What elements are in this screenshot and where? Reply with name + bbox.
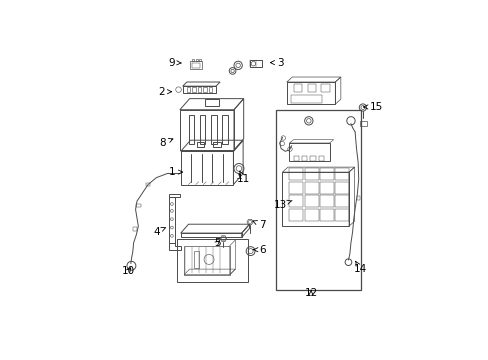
Bar [198,87,201,92]
Bar [168,197,175,243]
Bar [186,87,190,92]
Bar [293,84,302,92]
Bar [192,87,195,92]
Bar [319,182,333,194]
Bar [210,115,216,144]
Text: 15: 15 [363,102,382,112]
Bar [188,115,194,144]
Bar [304,208,318,221]
Bar [304,168,318,180]
Bar [301,156,307,161]
Bar [334,168,348,180]
Bar [193,251,199,268]
Bar [334,195,348,207]
Text: 13: 13 [273,199,291,210]
Bar [180,110,233,150]
Text: 3: 3 [270,58,283,68]
Text: 10: 10 [122,266,135,275]
Bar [222,115,227,144]
Text: 2: 2 [158,87,171,97]
Bar [289,168,303,180]
Text: 7: 7 [252,220,265,230]
Bar [282,172,348,226]
Text: 5: 5 [214,238,220,248]
Text: 9: 9 [168,58,181,68]
Bar [183,246,229,275]
Bar [309,156,315,161]
Bar [181,233,241,237]
Text: 1: 1 [168,167,182,177]
Bar [293,156,299,161]
Bar [181,151,233,185]
Bar [249,60,262,67]
Bar [196,142,204,147]
Bar [199,59,201,62]
Bar [208,87,212,92]
Bar [321,84,329,92]
Bar [289,195,303,207]
Bar [318,156,324,161]
Bar [319,195,333,207]
Bar [177,239,247,282]
Bar [304,195,318,207]
Bar [192,59,194,62]
Bar [213,142,221,147]
Bar [290,95,322,103]
Bar [275,110,361,290]
Text: 6: 6 [253,245,265,255]
Bar [203,87,206,92]
Text: 8: 8 [159,138,173,148]
Bar [195,59,198,62]
Bar [289,143,329,161]
Bar [334,208,348,221]
Bar [200,115,205,144]
Bar [191,63,200,68]
Bar [319,208,333,221]
Bar [289,208,303,221]
Bar [334,182,348,194]
Text: 4: 4 [153,227,165,237]
Text: 14: 14 [353,261,366,274]
Bar [319,168,333,180]
Text: 12: 12 [304,288,317,298]
Bar [289,182,303,194]
Text: 11: 11 [237,171,250,184]
Bar [204,99,218,105]
Bar [304,182,318,194]
Bar [307,84,315,92]
